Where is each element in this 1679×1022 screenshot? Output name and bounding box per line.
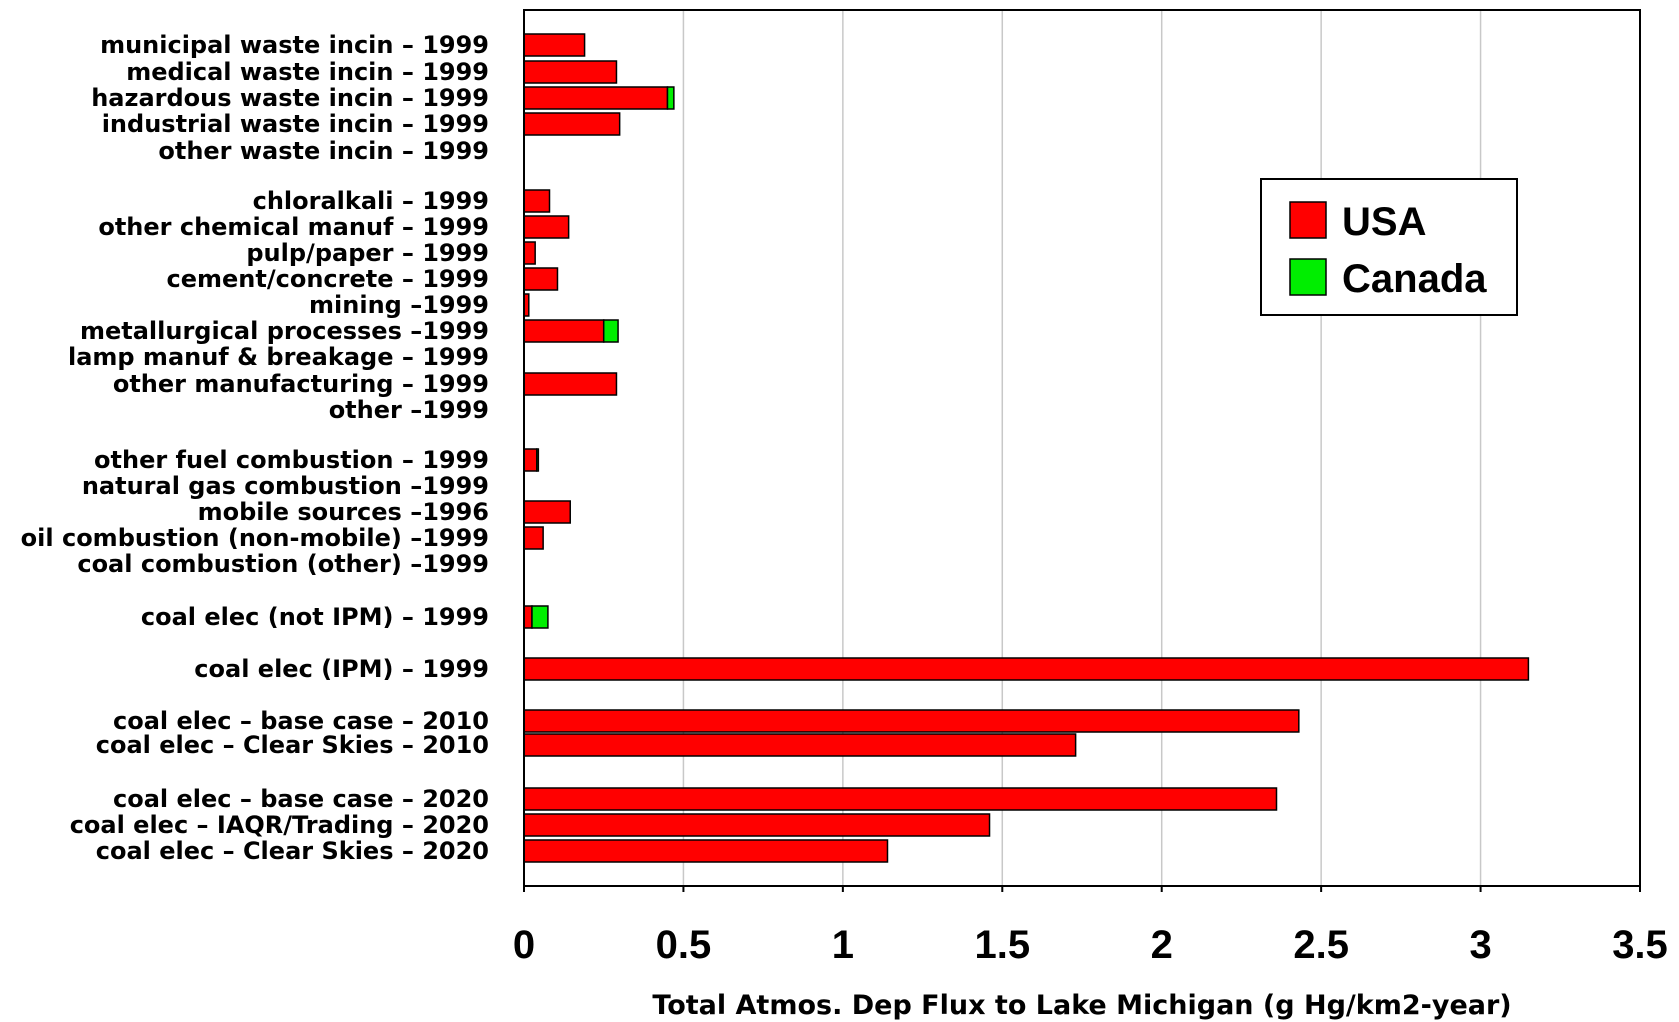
bar-usa bbox=[523, 86, 669, 110]
category-label: mobile sources –1996 bbox=[198, 498, 489, 526]
category-label: industrial waste incin – 1999 bbox=[102, 110, 489, 138]
x-tick-label: 3 bbox=[1469, 923, 1491, 967]
category-label: medical waste incin – 1999 bbox=[126, 58, 489, 86]
category-label: coal elec – Clear Skies – 2020 bbox=[96, 837, 489, 865]
bar-usa bbox=[523, 60, 618, 84]
category-label: coal combustion (other) –1999 bbox=[77, 550, 489, 578]
bar-usa bbox=[523, 267, 559, 291]
bar-usa bbox=[523, 33, 586, 57]
x-tick-label: 1.5 bbox=[974, 923, 1030, 967]
category-label: coal elec – base case – 2020 bbox=[113, 785, 489, 813]
x-tick-label: 2.5 bbox=[1293, 923, 1349, 967]
bar-usa bbox=[523, 112, 621, 136]
bar-usa bbox=[523, 839, 889, 863]
bar-usa bbox=[523, 189, 551, 213]
category-label: other fuel combustion – 1999 bbox=[94, 446, 489, 474]
category-label: coal elec (IPM) – 1999 bbox=[194, 655, 489, 683]
category-label: coal elec (not IPM) – 1999 bbox=[141, 603, 489, 631]
category-label: other –1999 bbox=[329, 396, 489, 424]
category-label: coal elec – IAQR/Trading – 2020 bbox=[70, 811, 489, 839]
bar-usa bbox=[523, 709, 1300, 733]
category-label: lamp manuf & breakage – 1999 bbox=[68, 343, 489, 371]
bar-usa bbox=[523, 448, 538, 472]
bar-usa bbox=[523, 733, 1077, 757]
x-tick-label: 1 bbox=[832, 923, 854, 967]
category-label: municipal waste incin – 1999 bbox=[100, 31, 489, 59]
category-label: coal elec – base case – 2010 bbox=[113, 707, 489, 735]
bars bbox=[523, 33, 1530, 863]
x-tick-label: 2 bbox=[1151, 923, 1173, 967]
bar-usa bbox=[523, 657, 1530, 681]
legend: USA Canada bbox=[1260, 178, 1518, 316]
category-label: natural gas combustion –1999 bbox=[82, 472, 489, 500]
category-label: chloralkali – 1999 bbox=[253, 187, 489, 215]
category-label: cement/concrete – 1999 bbox=[166, 265, 489, 293]
category-label: mining –1999 bbox=[309, 291, 489, 319]
x-tick-labels: 0 0.5 1 1.5 2 2.5 3 3.5 bbox=[513, 886, 1668, 967]
bar-usa bbox=[523, 500, 571, 524]
bar-usa bbox=[523, 605, 533, 629]
legend-label: Canada bbox=[1342, 257, 1487, 301]
bar-usa bbox=[523, 319, 605, 343]
category-label: other chemical manuf – 1999 bbox=[98, 213, 489, 241]
legend-swatch bbox=[1289, 258, 1327, 296]
gridlines bbox=[682, 10, 1482, 886]
x-tick-label: 3.5 bbox=[1612, 923, 1668, 967]
bar-usa bbox=[523, 372, 618, 396]
category-label: hazardous waste incin – 1999 bbox=[91, 84, 489, 112]
legend-label: USA bbox=[1342, 200, 1426, 244]
bar-canada bbox=[666, 86, 675, 110]
category-label: coal elec – Clear Skies – 2010 bbox=[96, 731, 489, 759]
legend-swatch bbox=[1289, 201, 1327, 239]
category-label: other manufacturing – 1999 bbox=[113, 370, 489, 398]
category-label: other waste incin – 1999 bbox=[158, 137, 489, 165]
bar-usa bbox=[523, 787, 1278, 811]
plot-frame bbox=[523, 9, 1641, 887]
x-tick-label: 0.5 bbox=[656, 923, 712, 967]
category-label: pulp/paper – 1999 bbox=[246, 239, 489, 267]
bar-usa bbox=[523, 813, 991, 837]
category-label: metallurgical processes –1999 bbox=[80, 317, 489, 345]
bar-canada bbox=[536, 448, 540, 472]
x-axis-title: Total Atmos. Dep Flux to Lake Michigan (… bbox=[652, 990, 1511, 1021]
x-tick-label: 0 bbox=[513, 923, 535, 967]
category-label: oil combustion (non-mobile) –1999 bbox=[21, 524, 489, 552]
bar-usa bbox=[523, 241, 536, 265]
bar-canada bbox=[602, 319, 619, 343]
bar-usa bbox=[523, 215, 570, 239]
bar-usa bbox=[523, 526, 544, 550]
bar-canada bbox=[531, 605, 549, 629]
